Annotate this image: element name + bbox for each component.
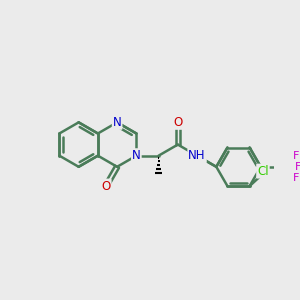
Text: NH: NH [188, 149, 206, 162]
Text: F: F [293, 151, 299, 161]
Text: O: O [173, 116, 182, 129]
Text: O: O [101, 179, 111, 193]
Text: N: N [132, 149, 141, 162]
Text: F: F [295, 162, 300, 172]
Text: F: F [293, 173, 299, 183]
Text: N: N [113, 116, 122, 129]
Text: Cl: Cl [257, 165, 269, 178]
